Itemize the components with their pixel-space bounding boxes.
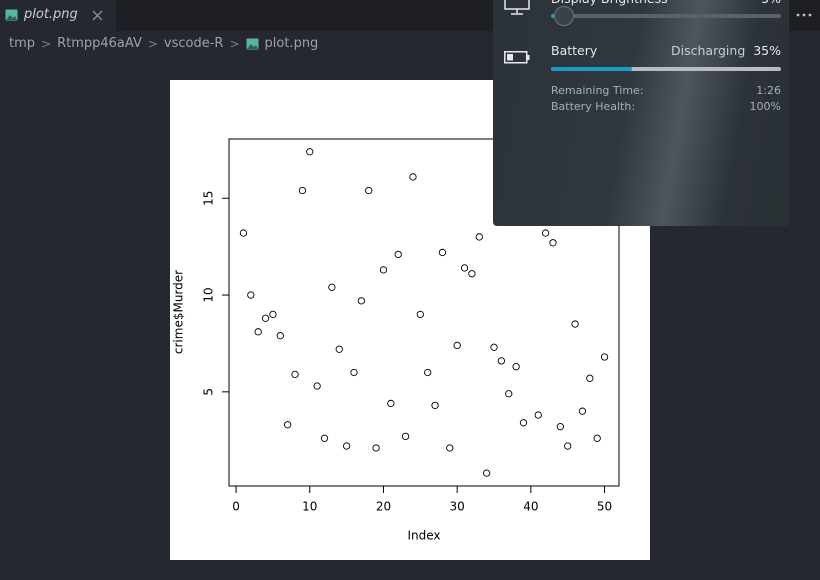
- point: [490, 343, 498, 351]
- point: [298, 186, 307, 195]
- x-tick-label: 20: [376, 500, 391, 514]
- point: [313, 382, 321, 390]
- x-tick-label: 50: [597, 500, 612, 514]
- point: [350, 368, 358, 377]
- point: [261, 314, 270, 322]
- plot-frame: [228, 138, 620, 487]
- battery-label: Battery: [551, 43, 598, 58]
- close-button[interactable]: [92, 10, 103, 21]
- point: [453, 341, 461, 350]
- point: [335, 345, 343, 353]
- tab[interactable]: plot.png: [0, 0, 116, 31]
- point: [564, 442, 572, 450]
- brightness-value: 5%: [761, 0, 781, 6]
- detail-label: Battery Health:: [551, 100, 636, 113]
- battery-fill: [551, 67, 632, 71]
- point: [460, 264, 469, 272]
- point: [482, 469, 491, 477]
- point: [586, 374, 594, 382]
- point: [276, 332, 284, 340]
- point: [431, 401, 439, 410]
- point: [549, 239, 557, 247]
- point: [291, 370, 299, 379]
- image-icon: [5, 9, 18, 21]
- point: [446, 444, 454, 452]
- x-tick-label: 0: [232, 500, 240, 514]
- image-icon: [246, 38, 259, 49]
- point: [239, 229, 248, 237]
- point: [475, 233, 483, 241]
- more-actions[interactable]: [796, 13, 812, 17]
- crumb[interactable]: tmp: [9, 36, 36, 51]
- point: [438, 248, 447, 257]
- point: [306, 148, 314, 156]
- battery-bar: [551, 67, 781, 71]
- battery-popup: Display Brightness5% BatteryDischarging …: [493, 0, 789, 226]
- y-tick-label: 5: [202, 388, 216, 396]
- point: [394, 250, 402, 259]
- crumb[interactable]: plot.png: [264, 36, 319, 51]
- y-tick-label: 10: [202, 287, 216, 302]
- crumb[interactable]: vscode-R: [163, 36, 224, 51]
- battery-icon: [504, 51, 530, 64]
- point: [497, 357, 506, 365]
- y-tick-label: 15: [202, 191, 216, 206]
- point: [320, 434, 329, 442]
- point: [534, 411, 542, 419]
- detail-value: 1:26: [756, 84, 781, 97]
- point: [424, 368, 432, 377]
- detail-label: Remaining Time:: [551, 84, 644, 97]
- slider-handle[interactable]: [553, 6, 574, 26]
- point: [556, 423, 564, 431]
- battery-status: Discharging: [671, 43, 746, 58]
- point: [468, 270, 476, 278]
- point: [372, 444, 380, 452]
- tab-title: plot.png: [24, 7, 78, 22]
- x-tick-label: 30: [450, 500, 465, 514]
- point: [379, 266, 388, 274]
- point: [269, 310, 277, 319]
- crumb[interactable]: Rtmpp46aAV: [57, 36, 142, 51]
- x-tick-label: 40: [523, 500, 538, 514]
- point: [505, 390, 513, 398]
- point: [357, 297, 366, 305]
- point: [328, 283, 336, 291]
- point: [571, 320, 579, 328]
- point: [284, 421, 292, 429]
- battery-percent: 35%: [753, 43, 781, 58]
- point: [254, 328, 262, 336]
- point: [247, 291, 255, 299]
- point: [409, 173, 417, 181]
- y-axis-label: crime$Murder: [172, 270, 186, 354]
- brightness-slider[interactable]: [551, 14, 781, 18]
- point: [342, 442, 351, 450]
- monitor-icon: [504, 0, 530, 15]
- detail-value: 100%: [749, 100, 781, 113]
- point: [541, 229, 550, 237]
- brightness-label: Display Brightness: [551, 0, 668, 6]
- x-tick-label: 10: [302, 500, 317, 514]
- point: [519, 419, 528, 427]
- point: [416, 310, 424, 319]
- point: [512, 363, 520, 371]
- point: [578, 407, 587, 415]
- point: [401, 432, 410, 441]
- point: [593, 434, 601, 442]
- breadcrumb: tmp > Rtmpp46aAV > vscode-R > plot.png: [9, 36, 319, 51]
- point: [365, 186, 373, 195]
- point: [600, 353, 609, 361]
- x-axis-label: Index: [407, 529, 440, 543]
- point: [387, 399, 395, 408]
